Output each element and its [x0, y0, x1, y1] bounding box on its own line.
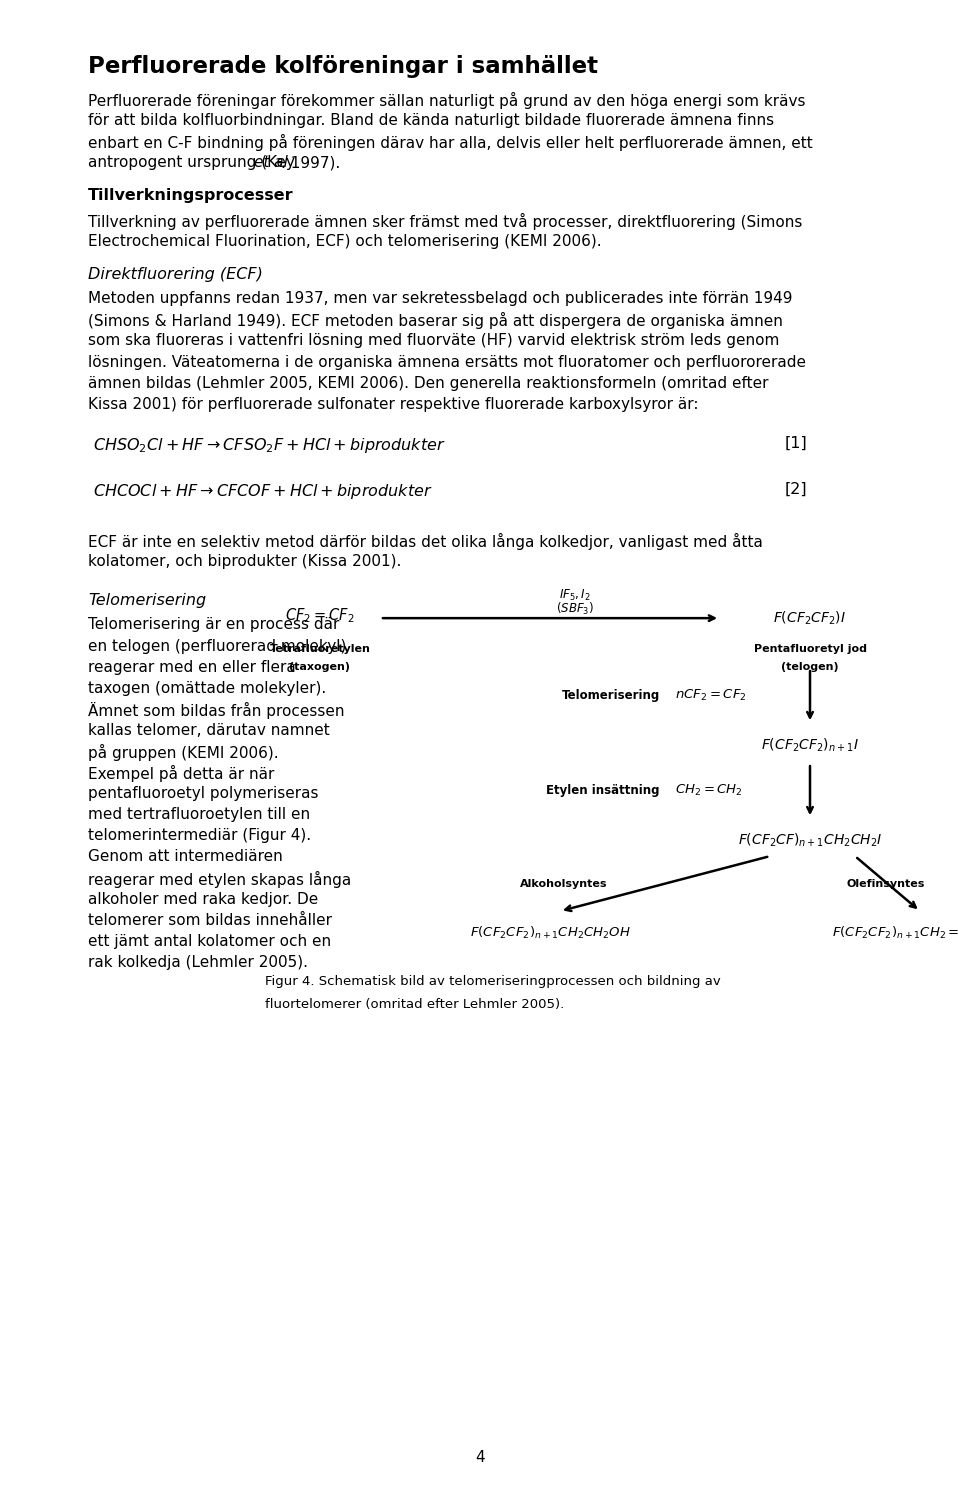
Text: enbart en C-F bindning på föreningen därav har alla, delvis eller helt perfluore: enbart en C-F bindning på föreningen där…: [88, 134, 813, 151]
Text: telomerer som bildas innehåller: telomerer som bildas innehåller: [88, 912, 332, 927]
Text: på gruppen (KEMI 2006).: på gruppen (KEMI 2006).: [88, 744, 278, 761]
Text: $CH_2{=}CH_2$: $CH_2{=}CH_2$: [675, 784, 743, 799]
Text: $CF_2{=}CF_2$: $CF_2{=}CF_2$: [285, 606, 355, 626]
Text: kallas telomer, därutav namnet: kallas telomer, därutav namnet: [88, 723, 329, 738]
Text: Figur 4. Schematisk bild av telomeriseringprocessen och bildning av: Figur 4. Schematisk bild av telomeriseri…: [265, 975, 721, 988]
Text: fluortelomerer (omritad efter Lehmler 2005).: fluortelomerer (omritad efter Lehmler 20…: [265, 999, 564, 1011]
Text: Metoden uppfanns redan 1937, men var sekretessbelagd och publicerades inte förrä: Metoden uppfanns redan 1937, men var sek…: [88, 291, 793, 306]
Text: Etylen insättning: Etylen insättning: [546, 784, 660, 797]
Text: $F(CF_2CF_2)I$: $F(CF_2CF_2)I$: [774, 609, 847, 627]
Text: Perfluorerade kolföreningar i samhället: Perfluorerade kolföreningar i samhället: [88, 55, 598, 78]
Text: som ska fluoreras i vattenfri lösning med fluorväte (HF) varvid elektrisk ström : som ska fluoreras i vattenfri lösning me…: [88, 333, 780, 348]
Text: $nCF_2{=}CF_2$: $nCF_2{=}CF_2$: [675, 688, 747, 703]
Text: en telogen (perfluorerad molekyl): en telogen (perfluorerad molekyl): [88, 639, 347, 654]
Text: [1]: [1]: [785, 436, 807, 451]
Text: Electrochemical Fluorination, ECF) och telomerisering (KEMI 2006).: Electrochemical Fluorination, ECF) och t…: [88, 234, 602, 249]
Text: Ämnet som bildas från processen: Ämnet som bildas från processen: [88, 702, 345, 718]
Text: $F(CF_2CF_2)_{n+1}CH_2CH_2OH$: $F(CF_2CF_2)_{n+1}CH_2CH_2OH$: [469, 926, 631, 941]
Text: $F(CF_2CF_2)_{n+1}CH_2{=}CH_2$: $F(CF_2CF_2)_{n+1}CH_2{=}CH_2$: [832, 926, 960, 941]
Text: rak kolkedja (Lehmler 2005).: rak kolkedja (Lehmler 2005).: [88, 956, 308, 970]
Text: med tertrafluoroetylen till en: med tertrafluoroetylen till en: [88, 808, 310, 823]
Text: et al: et al: [254, 155, 288, 170]
Text: ECF är inte en selektiv metod därför bildas det olika långa kolkedjor, vanligast: ECF är inte en selektiv metod därför bil…: [88, 533, 763, 549]
Text: reagerar med etylen skapas långa: reagerar med etylen skapas långa: [88, 870, 351, 887]
Text: (Simons & Harland 1949). ECF metoden baserar sig på att dispergera de organiska : (Simons & Harland 1949). ECF metoden bas…: [88, 312, 782, 330]
Text: taxogen (omättade molekyler).: taxogen (omättade molekyler).: [88, 681, 326, 696]
Text: Tillverkningsprocesser: Tillverkningsprocesser: [88, 188, 294, 203]
Text: $CHSO_2Cl + HF \rightarrow CFSO_2F + HCl + biprodukter$: $CHSO_2Cl + HF \rightarrow CFSO_2F + HCl…: [93, 436, 445, 455]
Text: ämnen bildas (Lehmler 2005, KEMI 2006). Den generella reaktionsformeln (omritad : ämnen bildas (Lehmler 2005, KEMI 2006). …: [88, 376, 769, 391]
Text: . 1997).: . 1997).: [281, 155, 340, 170]
Text: (taxogen): (taxogen): [290, 661, 350, 672]
Text: $IF_5,I_2$: $IF_5,I_2$: [559, 588, 590, 603]
Text: Telomerisering är en process där: Telomerisering är en process där: [88, 618, 340, 633]
Text: Direktfluorering (ECF): Direktfluorering (ECF): [88, 267, 263, 282]
Text: alkoholer med raka kedjor. De: alkoholer med raka kedjor. De: [88, 891, 319, 906]
Text: Pentafluoretyl jod: Pentafluoretyl jod: [754, 643, 867, 654]
Text: $CHCOCl + HF \rightarrow CFCOF + HCl + biprodukter$: $CHCOCl + HF \rightarrow CFCOF + HCl + b…: [93, 482, 433, 500]
Text: pentafluoroetyl polymeriseras: pentafluoroetyl polymeriseras: [88, 787, 319, 802]
Text: Tillverkning av perfluorerade ämnen sker främst med två processer, direktfluorer: Tillverkning av perfluorerade ämnen sker…: [88, 213, 803, 230]
Text: telomerintermediär (Figur 4).: telomerintermediär (Figur 4).: [88, 829, 311, 844]
Text: Perfluorerade föreningar förekommer sällan naturligt på grund av den höga energi: Perfluorerade föreningar förekommer säll…: [88, 93, 805, 109]
Text: Exempel på detta är när: Exempel på detta är när: [88, 764, 275, 782]
Text: Tetrafluoretylen: Tetrafluoretylen: [270, 643, 371, 654]
Text: Telomerisering: Telomerisering: [562, 690, 660, 702]
Text: $F(CF_2CF_2)_{n+1}I$: $F(CF_2CF_2)_{n+1}I$: [761, 736, 859, 754]
Text: ett jämt antal kolatomer och en: ett jämt antal kolatomer och en: [88, 933, 331, 948]
Text: Genom att intermediären: Genom att intermediären: [88, 850, 283, 864]
Text: antropogent ursprung (Key: antropogent ursprung (Key: [88, 155, 300, 170]
Text: Olefinsyntes: Olefinsyntes: [847, 879, 925, 888]
Text: 4: 4: [475, 1451, 485, 1466]
Text: reagerar med en eller flera: reagerar med en eller flera: [88, 660, 296, 675]
Text: $(SBF_3)$: $(SBF_3)$: [556, 602, 594, 617]
Text: $F(CF_2CF)_{n+1}CH_2CH_2I$: $F(CF_2CF)_{n+1}CH_2CH_2I$: [737, 832, 882, 850]
Text: kolatomer, och biprodukter (Kissa 2001).: kolatomer, och biprodukter (Kissa 2001).: [88, 554, 401, 569]
Text: lösningen. Väteatomerna i de organiska ämnena ersätts mot fluoratomer och perflu: lösningen. Väteatomerna i de organiska ä…: [88, 354, 806, 370]
Text: Alkoholsyntes: Alkoholsyntes: [520, 879, 608, 888]
Text: Kissa 2001) för perfluorerade sulfonater respektive fluorerade karboxylsyror är:: Kissa 2001) för perfluorerade sulfonater…: [88, 397, 699, 412]
Text: [2]: [2]: [785, 482, 807, 497]
Text: (telogen): (telogen): [781, 661, 839, 672]
Text: Telomerisering: Telomerisering: [88, 593, 206, 608]
Text: för att bilda kolfluorbindningar. Bland de kända naturligt bildade fluorerade äm: för att bilda kolfluorbindningar. Bland …: [88, 113, 774, 128]
